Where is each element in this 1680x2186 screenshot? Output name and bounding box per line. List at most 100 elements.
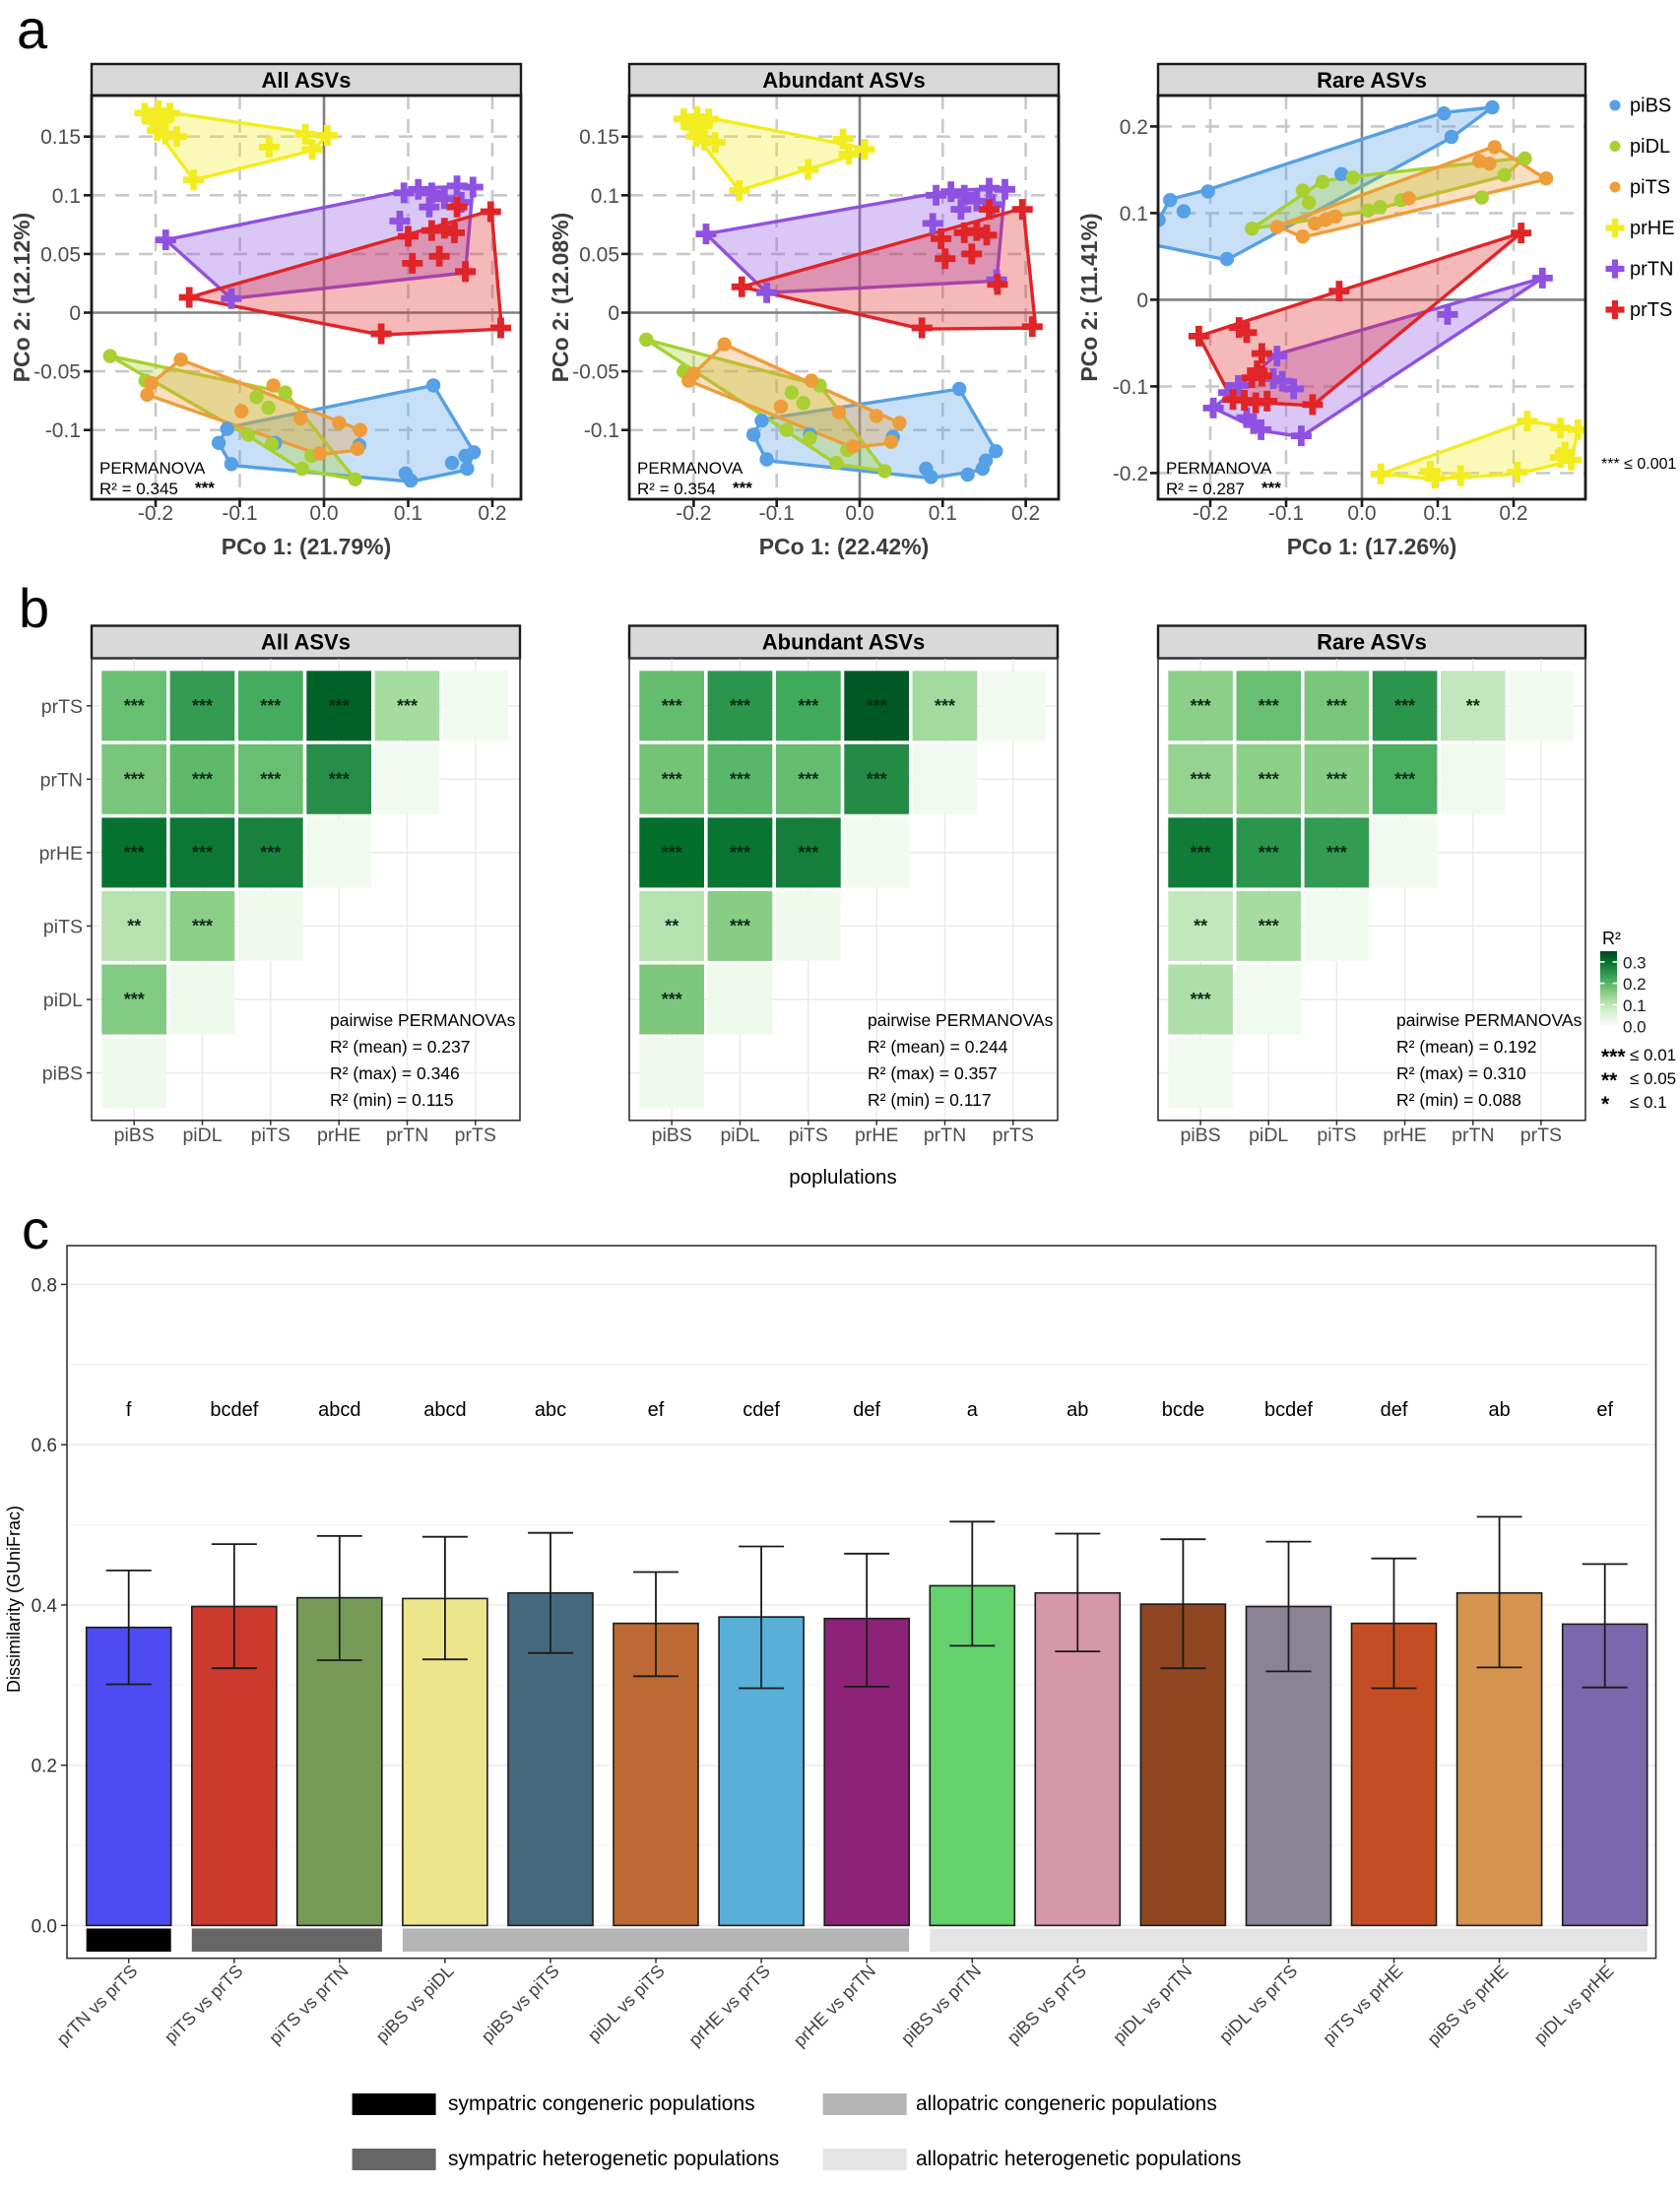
svg-text:All ASVs: All ASVs (261, 630, 351, 655)
svg-text:PERMANOVA: PERMANOVA (637, 459, 743, 478)
svg-text:ef: ef (1596, 1399, 1613, 1421)
svg-text:prHE: prHE (1383, 1125, 1426, 1146)
svg-text:bcdef: bcdef (210, 1399, 258, 1421)
svg-text:R² (mean) = 0.192: R² (mean) = 0.192 (1396, 1037, 1537, 1057)
svg-text:prHE: prHE (855, 1125, 898, 1146)
svg-text:***: *** (662, 769, 682, 789)
svg-text:**: ** (1466, 696, 1480, 716)
svg-text:prTS: prTS (1630, 299, 1672, 321)
svg-text:0.1: 0.1 (1423, 502, 1452, 525)
svg-text:0.0: 0.0 (32, 1916, 57, 1937)
svg-text:-0.1: -0.1 (759, 502, 795, 525)
svg-text:cdef: cdef (743, 1399, 780, 1421)
svg-text:***: *** (1326, 769, 1347, 789)
svg-text:***: *** (1191, 843, 1211, 863)
svg-text:piDL: piDL (1249, 1125, 1288, 1146)
svg-text:Abundant ASVs: Abundant ASVs (762, 68, 925, 93)
svg-text:***: *** (1326, 843, 1347, 863)
svg-text:***: *** (329, 696, 350, 716)
svg-text:0.2: 0.2 (1623, 975, 1647, 994)
svg-text:piTS: piTS (1630, 177, 1670, 199)
svg-text:-0.1: -0.1 (45, 419, 81, 442)
svg-text:PERMANOVA: PERMANOVA (99, 459, 206, 478)
svg-text:***: *** (1261, 479, 1281, 497)
svg-text:R² (max) = 0.346: R² (max) = 0.346 (330, 1063, 460, 1083)
svg-text:0.0: 0.0 (845, 502, 873, 525)
svg-text:***: *** (192, 916, 213, 935)
svg-text:-0.2: -0.2 (676, 502, 711, 525)
svg-text:piBS: piBS (1180, 1125, 1220, 1146)
svg-text:≤ 0.05: ≤ 0.05 (1630, 1069, 1676, 1088)
svg-text:a: a (967, 1399, 979, 1421)
svg-text:prTS: prTS (41, 696, 83, 718)
svg-text:***: *** (867, 696, 887, 716)
svg-text:0: 0 (69, 302, 81, 325)
svg-text:0.2: 0.2 (478, 502, 506, 525)
svg-text:***: *** (662, 990, 682, 1009)
svg-text:R² (mean) = 0.237: R² (mean) = 0.237 (330, 1037, 471, 1057)
svg-text:R² (mean) = 0.244: R² (mean) = 0.244 (868, 1037, 1008, 1057)
svg-text:poplulations: poplulations (789, 1166, 896, 1189)
svg-text:0.3: 0.3 (1623, 953, 1647, 972)
svg-text:piDL: piDL (182, 1125, 222, 1146)
svg-text:R² = 0.354: R² = 0.354 (637, 480, 716, 498)
svg-text:piTS: piTS (43, 916, 83, 937)
svg-text:Abundant ASVs: Abundant ASVs (762, 630, 925, 655)
svg-text:ab: ab (1066, 1399, 1088, 1421)
svg-text:Dissimilarity (GUniFrac): Dissimilarity (GUniFrac) (4, 1506, 24, 1693)
svg-text:***: *** (192, 843, 213, 863)
svg-text:R² = 0.345: R² = 0.345 (99, 480, 178, 498)
svg-text:prTS: prTS (455, 1125, 496, 1146)
svg-text:pairwise PERMANOVAs: pairwise PERMANOVAs (330, 1010, 516, 1030)
svg-text:-0.2: -0.2 (1113, 463, 1148, 485)
svg-text:***: *** (124, 843, 145, 863)
svg-text:0.1: 0.1 (52, 185, 81, 208)
svg-text:piDL: piDL (720, 1125, 759, 1146)
svg-text:0.2: 0.2 (32, 1757, 57, 1777)
svg-text:***: *** (124, 696, 145, 716)
svg-text:**: ** (1194, 916, 1207, 935)
svg-text:bcde: bcde (1162, 1399, 1204, 1421)
svg-text:**: ** (665, 916, 678, 935)
svg-text:R² (max) = 0.357: R² (max) = 0.357 (868, 1063, 998, 1083)
svg-text:***: *** (798, 769, 818, 789)
svg-text:***: *** (124, 769, 145, 789)
svg-text:def: def (1381, 1399, 1408, 1421)
svg-text:***: *** (733, 479, 752, 497)
svg-text:allopatric congeneric populati: allopatric congeneric populations (916, 2092, 1217, 2115)
svg-text:***: *** (192, 769, 213, 789)
svg-text:***: *** (798, 843, 818, 863)
svg-text:PCo 1: (17.26%): PCo 1: (17.26%) (1287, 534, 1457, 559)
svg-text:prHE: prHE (39, 843, 83, 865)
svg-text:prTN: prTN (1452, 1125, 1494, 1146)
svg-text:R² (min) = 0.115: R² (min) = 0.115 (330, 1090, 454, 1110)
svg-text:***: *** (329, 769, 350, 789)
svg-text:All ASVs: All ASVs (262, 68, 352, 93)
svg-text:prTN: prTN (40, 769, 83, 791)
svg-text:0.05: 0.05 (579, 243, 619, 266)
svg-text:≤ 0.01: ≤ 0.01 (1630, 1046, 1676, 1064)
svg-text:0.6: 0.6 (32, 1436, 57, 1456)
svg-text:***: *** (730, 916, 750, 935)
svg-text:***: *** (935, 696, 955, 716)
svg-text:0.15: 0.15 (40, 126, 81, 149)
svg-text:Rare ASVs: Rare ASVs (1317, 68, 1427, 93)
svg-text:***: *** (730, 843, 750, 863)
svg-text:abc: abc (535, 1399, 566, 1421)
svg-text:***: *** (260, 696, 281, 716)
svg-text:piBS: piBS (652, 1125, 692, 1146)
svg-text:prHE: prHE (1630, 218, 1675, 239)
svg-text:***: *** (662, 696, 682, 716)
svg-text:*: * (1601, 1093, 1610, 1116)
svg-text:***: *** (1394, 769, 1415, 789)
svg-text:0.4: 0.4 (32, 1596, 58, 1617)
svg-text:prTS: prTS (993, 1125, 1034, 1146)
svg-text:0.2: 0.2 (1011, 502, 1040, 525)
svg-text:allopatric heterogenetic popul: allopatric heterogenetic populations (916, 2148, 1241, 2170)
svg-text:0.0: 0.0 (1347, 502, 1376, 525)
svg-text:-0.2: -0.2 (138, 502, 173, 525)
svg-text:***: *** (1259, 696, 1279, 716)
svg-text:R²: R² (1602, 929, 1621, 948)
svg-text:0.0: 0.0 (1623, 1018, 1647, 1037)
svg-text:pairwise PERMANOVAs: pairwise PERMANOVAs (868, 1010, 1054, 1030)
